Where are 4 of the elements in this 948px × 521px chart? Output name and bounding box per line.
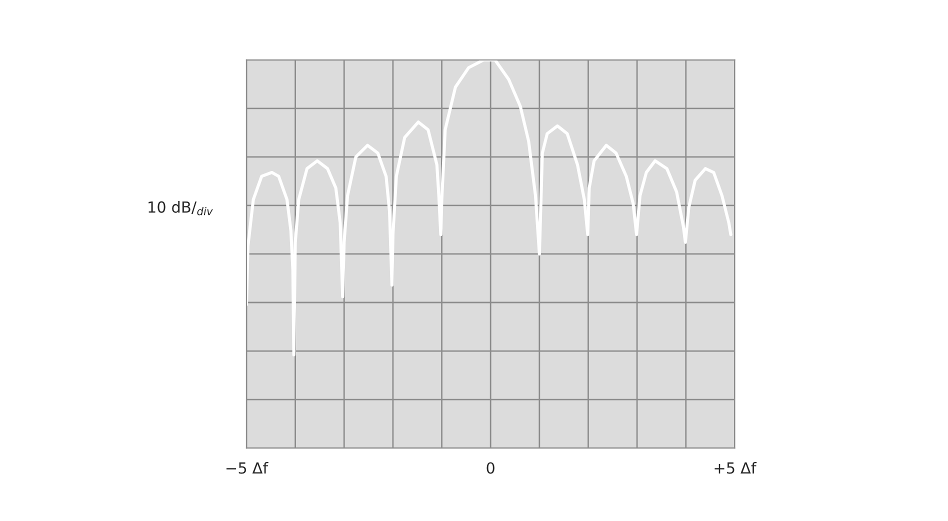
x-tick-label: +5 Δf — [714, 462, 757, 474]
x-tick-label: −5 Δf — [226, 462, 268, 474]
y-axis-title: 10 dB/$_{div}$ — [148, 201, 213, 216]
x-tick-label: 0 — [486, 462, 494, 474]
